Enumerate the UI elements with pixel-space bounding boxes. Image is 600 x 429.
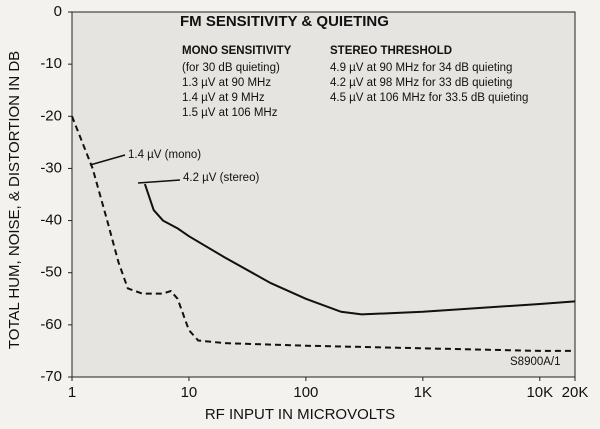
y-tick-label: -30 <box>40 159 62 176</box>
y-tick-label: 0 <box>54 3 62 20</box>
y-tick-label: -70 <box>40 368 62 385</box>
y-tick-label: -40 <box>40 212 62 229</box>
x-tick-label: 20K <box>562 384 589 401</box>
arrow <box>89 154 126 166</box>
mono-line: (for 30 dB quieting) <box>182 62 280 74</box>
stereo-heading: STEREO THRESHOLD <box>330 45 452 57</box>
x-tick-label: 1 <box>68 384 76 401</box>
series-line <box>143 183 576 316</box>
x-tick-label: 10K <box>526 384 553 401</box>
series-label: 1.4 µV (mono) <box>128 149 201 161</box>
x-tick-label: 10 <box>181 384 198 401</box>
plot-area <box>71 11 576 378</box>
y-tick-label: -20 <box>40 107 62 124</box>
y-axis-label: TOTAL HUM, NOISE, & DISTORTION IN DB <box>6 51 23 349</box>
x-axis-label: RF INPUT IN MICROVOLTS <box>205 406 395 423</box>
chart-title: FM SENSITIVITY & QUIETING <box>180 13 389 30</box>
mono-heading: MONO SENSITIVITY <box>182 45 292 57</box>
x-tick-label: 1K <box>414 384 432 401</box>
y-tick-label: -60 <box>40 316 62 333</box>
arrow <box>137 179 181 184</box>
mono-line: 1.3 µV at 90 MHz <box>182 77 271 89</box>
mono-line: 1.5 µV at 106 MHz <box>182 107 278 119</box>
figure-id: S8900A/1 <box>510 356 561 368</box>
mono-line: 1.4 µV at 9 MHz <box>182 92 265 104</box>
y-tick-label: -10 <box>40 55 62 72</box>
y-tick-label: -50 <box>40 264 62 281</box>
stereo-line: 4.2 µV at 98 MHz for 33 dB quieting <box>330 77 512 89</box>
stereo-line: 4.9 µV at 90 MHz for 34 dB quieting <box>330 62 512 74</box>
series-label: 4.2 µV (stereo) <box>183 172 259 184</box>
x-tick-label: 100 <box>293 384 318 401</box>
stereo-line: 4.5 µV at 106 MHz for 33.5 dB quieting <box>330 92 528 104</box>
series-line <box>71 115 575 352</box>
